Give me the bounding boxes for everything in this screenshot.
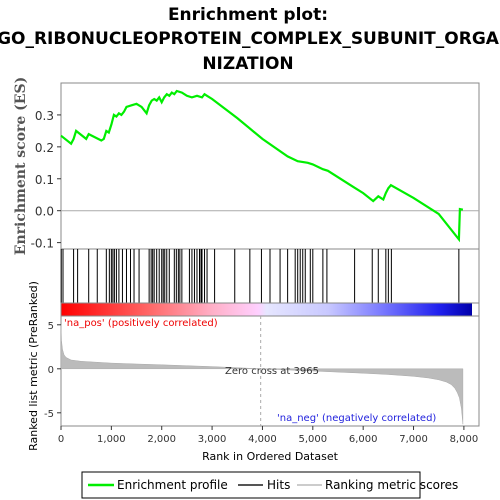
positive-correlation-label: 'na_pos' (positively correlated) bbox=[64, 318, 218, 329]
chart-title-line-3: NIZATION bbox=[202, 54, 293, 74]
metric-y-tick-label: 0 bbox=[48, 365, 54, 376]
x-tick-label: 0 bbox=[58, 434, 64, 445]
hits-group bbox=[60, 249, 460, 303]
legend-hits-label: Hits bbox=[267, 478, 290, 492]
es-y-ticks: 0.3 0.2 0.1 0.0 -0.1 bbox=[31, 109, 61, 251]
x-tick-label: 5,000 bbox=[298, 434, 327, 445]
legend-metric-label: Ranking metric scores bbox=[325, 478, 458, 492]
x-tick-label: 1,000 bbox=[97, 434, 126, 445]
x-axis-ticks: 0 1,000 2,000 3,000 4,000 5,000 6,000 7,000 8,00… bbox=[58, 426, 478, 445]
es-y-tick-label: -0.1 bbox=[31, 237, 54, 251]
chart-title-line-2: GO_RIBONUCLEOPROTEIN_COMPLEX_SUBUNIT_ORG… bbox=[0, 29, 500, 49]
x-tick-label: 2,000 bbox=[147, 434, 176, 445]
enrichment-profile-line bbox=[60, 89, 464, 243]
ranking-metric-area bbox=[60, 324, 464, 425]
metric-y-tick-label: -5 bbox=[44, 409, 54, 420]
metric-axis-label: Ranked list metric (PreRanked) bbox=[27, 281, 40, 451]
x-tick-label: 7,000 bbox=[399, 434, 428, 445]
x-tick-label: 4,000 bbox=[248, 434, 277, 445]
es-y-tick-label: 0.1 bbox=[35, 173, 54, 187]
x-tick-label: 3,000 bbox=[198, 434, 227, 445]
negative-correlation-label: 'na_neg' (negatively correlated) bbox=[277, 413, 436, 424]
es-y-tick-label: 0.3 bbox=[35, 109, 54, 123]
es-panel-frame bbox=[60, 82, 480, 250]
es-y-tick-label: 0.0 bbox=[35, 205, 54, 219]
x-axis-label: Rank in Ordered Dataset bbox=[202, 450, 339, 463]
metric-y-ticks: 5 0 -5 bbox=[44, 321, 61, 420]
x-tick-label: 8,000 bbox=[450, 434, 479, 445]
rank-color-bar bbox=[61, 303, 472, 316]
zero-cross-label: Zero cross at 3965 bbox=[225, 366, 319, 377]
x-tick-label: 6,000 bbox=[349, 434, 378, 445]
metric-y-tick-label: 5 bbox=[48, 321, 54, 332]
es-y-tick-label: 0.2 bbox=[35, 141, 54, 155]
chart-title-line-1: Enrichment plot: bbox=[168, 5, 328, 25]
es-axis-label: Enrichment score (ES) bbox=[13, 77, 29, 255]
legend-profile-label: Enrichment profile bbox=[117, 478, 228, 492]
